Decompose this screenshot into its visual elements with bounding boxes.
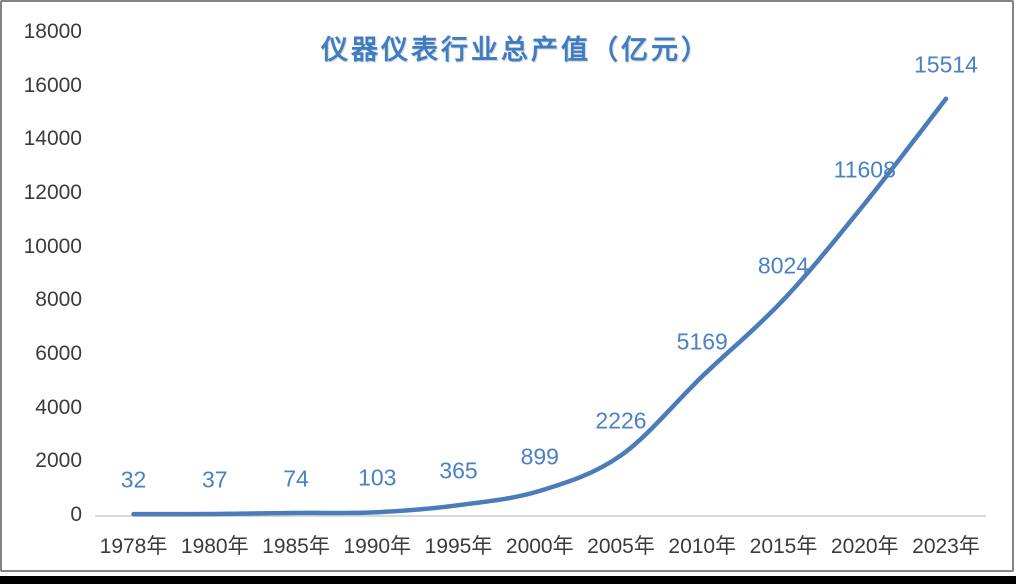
data-label: 5169 [676,328,728,355]
y-tick-label: 8000 [35,288,82,312]
x-tick-label: 2000年 [505,535,574,558]
y-tick-label: 6000 [35,342,82,365]
data-label: 103 [358,464,397,491]
y-tick-label: 18000 [23,20,82,43]
data-label: 2226 [595,407,647,434]
data-label: 8024 [757,252,810,279]
chart-title: 仪器仪表行业总产值（亿元） [321,35,711,65]
y-tick-label: 14000 [23,127,82,151]
y-tick-label: 4000 [35,395,82,419]
x-tick-label: 2015年 [749,535,818,558]
x-tick-label: 1990年 [343,535,412,558]
data-label: 11608 [833,156,896,183]
data-label: 37 [201,466,228,493]
x-tick-label: 2023年 [912,535,980,558]
x-tick-label: 1980年 [180,535,249,558]
data-label: 15514 [914,51,978,78]
x-axis-line [95,515,986,517]
x-tick-label: 1995年 [424,535,493,558]
y-tick-label: 16000 [23,73,82,97]
y-tick-label: 10000 [23,234,82,258]
bottom-black-bar [0,576,1016,584]
x-tick-label: 1978年 [99,535,168,558]
x-tick-label: 2020年 [830,535,899,558]
x-tick-label: 2005年 [587,535,655,558]
data-label: 74 [283,465,309,492]
data-label: 365 [439,457,478,484]
y-tick-label: 0 [70,503,82,526]
chart-frame [0,0,1014,572]
y-tick-label: 2000 [35,449,82,473]
data-label: 32 [120,466,147,493]
x-tick-label: 1985年 [262,535,330,558]
y-tick-label: 12000 [23,181,82,204]
x-tick-label: 2010年 [668,535,737,558]
data-label: 899 [520,443,559,470]
